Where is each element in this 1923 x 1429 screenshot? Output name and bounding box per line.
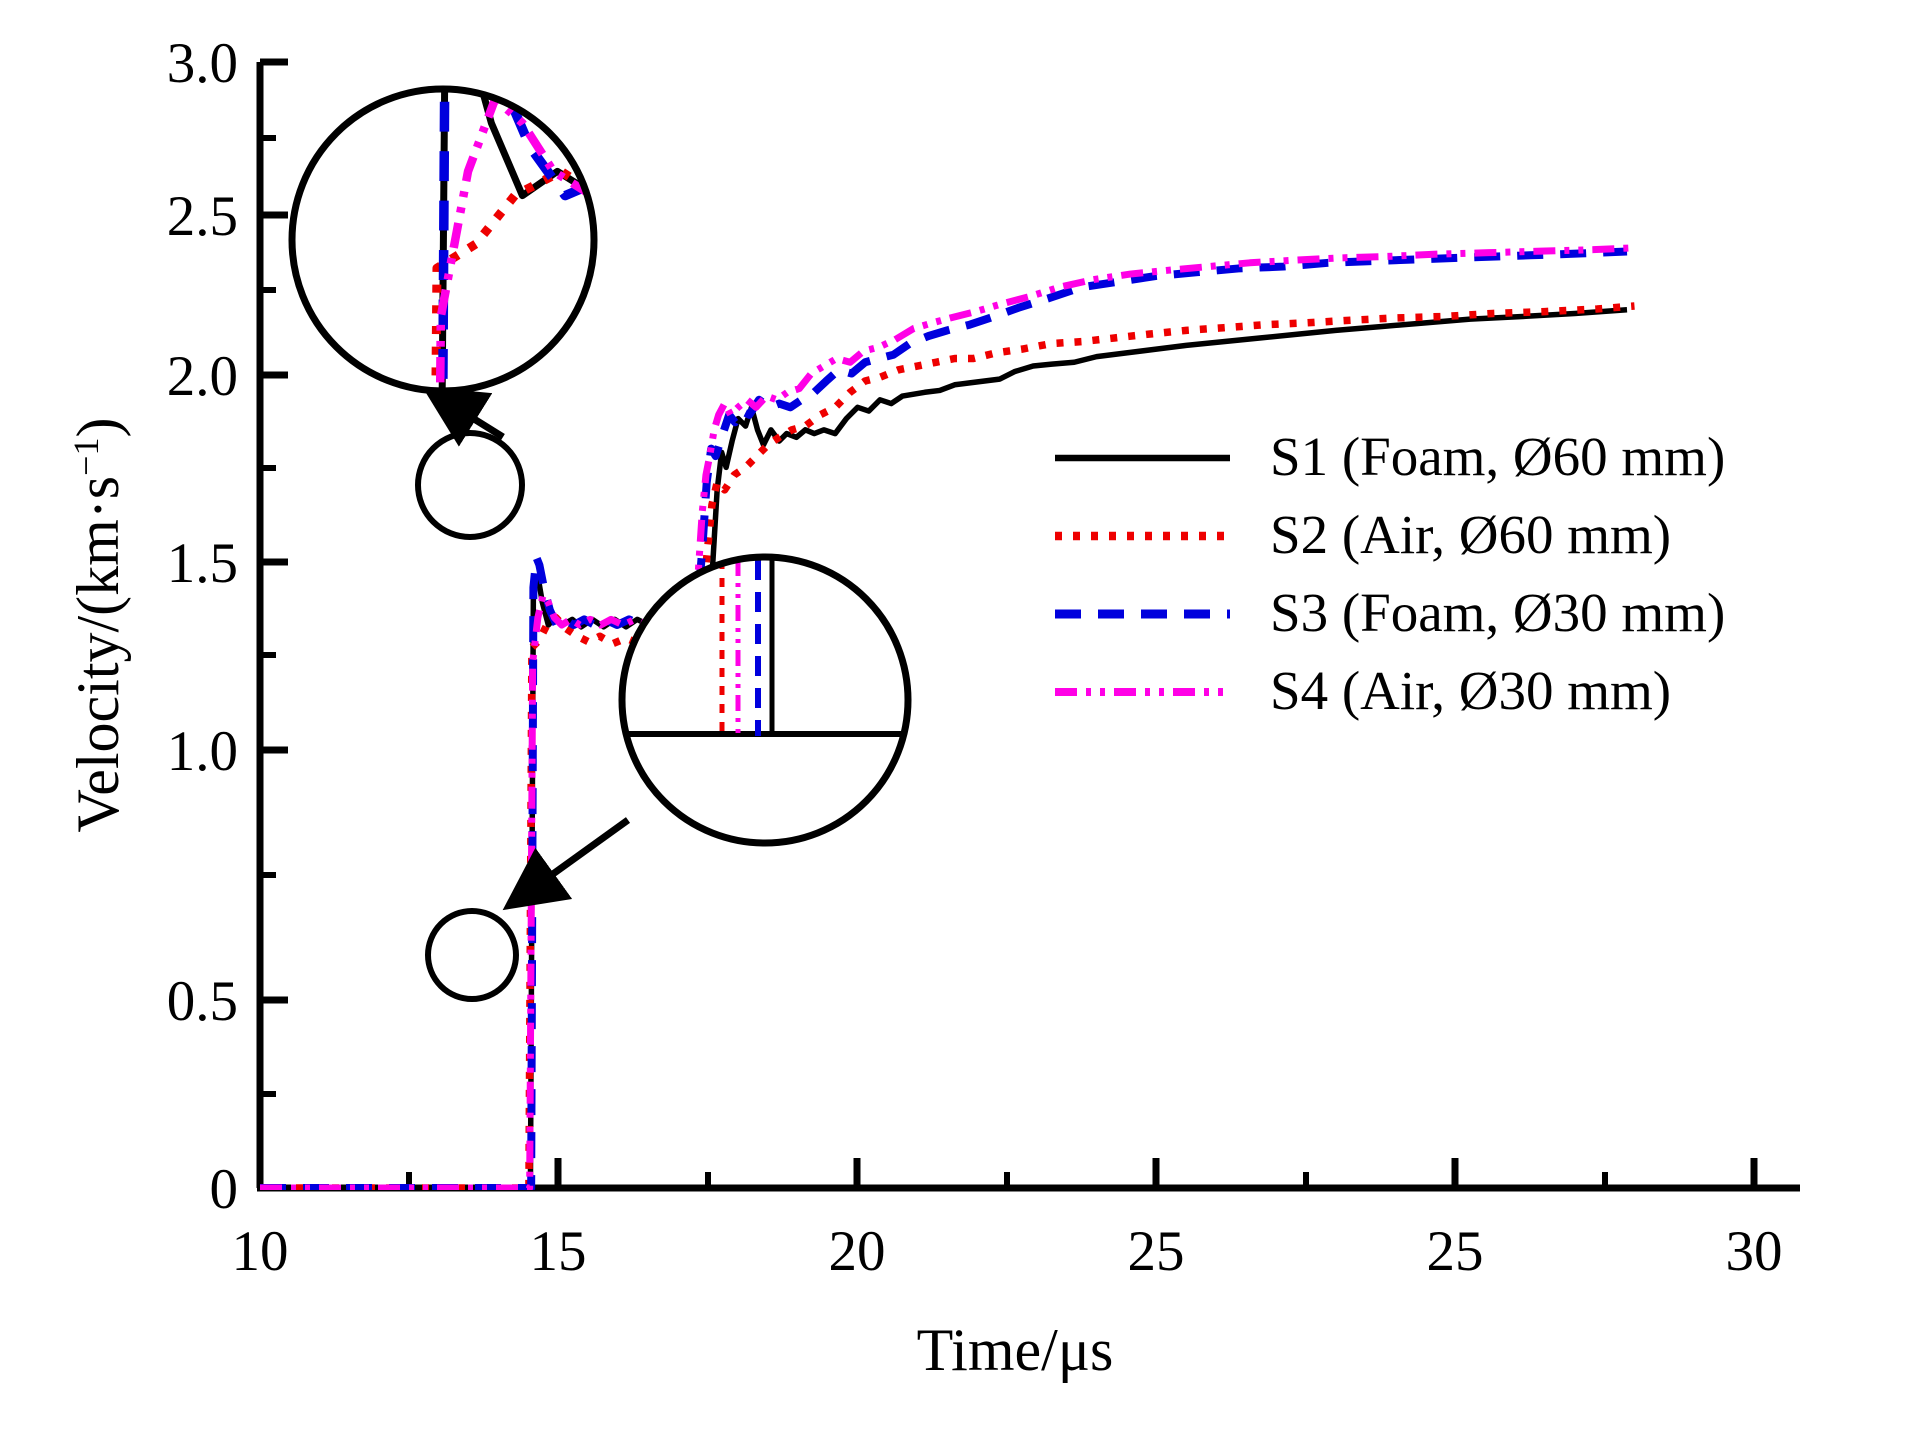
lower-source-marker xyxy=(425,817,631,1002)
y-tick-label: 3.0 xyxy=(167,32,238,95)
x-tick-label: 25 xyxy=(1128,1220,1185,1283)
x-tick-label: 30 xyxy=(1726,1220,1783,1283)
y-tick-label: 1.5 xyxy=(167,532,238,595)
x-tick-label-25: 25 xyxy=(1427,1220,1484,1283)
y-tick-label: 1.0 xyxy=(167,720,238,783)
lower-magnifier-inset xyxy=(618,553,912,847)
series-group xyxy=(260,244,1635,1190)
lower-source-circle xyxy=(425,908,519,1002)
lower-magnifier-circle xyxy=(618,553,912,847)
y-axis-title: Velocity/(km·s−1) xyxy=(65,418,131,833)
series-line-s2 xyxy=(260,302,1635,1190)
svg-text:Velocity/(km·s−1): Velocity/(km·s−1) xyxy=(65,418,131,833)
legend-label-s1[interactable]: S1 (Foam, Ø60 mm) xyxy=(1270,426,1725,487)
y-axis-title-text: Velocity/(km·s xyxy=(65,476,131,833)
upper-source-marker xyxy=(415,386,525,540)
upper-callout-arrow xyxy=(422,386,505,447)
y-tick-label: 0 xyxy=(210,1158,239,1221)
x-tick-label: 20 xyxy=(829,1220,886,1283)
y-axis-title-tail: ) xyxy=(65,418,131,438)
y-tick-label: 0.5 xyxy=(167,970,238,1033)
legend: S1 (Foam, Ø60 mm) S2 (Air, Ø60 mm) S3 (Foa… xyxy=(1055,426,1725,721)
series-line-s3 xyxy=(260,247,1628,1190)
y-tick-label: 2.5 xyxy=(167,185,238,248)
legend-label-s4[interactable]: S4 (Air, Ø30 mm) xyxy=(1270,660,1671,721)
legend-label-s3[interactable]: S3 (Foam, Ø30 mm) xyxy=(1270,582,1725,643)
x-tick-label: 15 xyxy=(530,1220,587,1283)
series-line-s4 xyxy=(260,244,1635,1190)
x-tick-label: 10 xyxy=(232,1220,289,1283)
x-axis-ticks xyxy=(256,1158,1758,1188)
lower-callout-arrow xyxy=(502,817,631,911)
y-tick-labels: 3.0 2.5 2.0 1.5 1.0 0.5 0 xyxy=(167,32,238,1221)
x-tick-labels: 10 15 20 25 30 25 xyxy=(232,1220,1783,1283)
x-axis-title: Time/μs xyxy=(917,1317,1114,1383)
y-axis-title-sup: −1 xyxy=(66,438,106,476)
y-tick-label: 2.0 xyxy=(167,345,238,408)
legend-label-s2[interactable]: S2 (Air, Ø60 mm) xyxy=(1270,504,1671,565)
